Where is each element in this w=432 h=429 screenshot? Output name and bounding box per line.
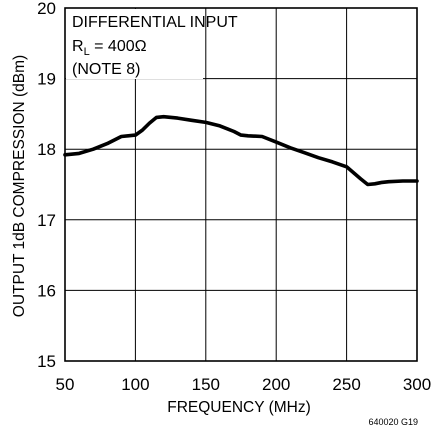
x-tick-labels: 50 100 150 200 250 300 [56,375,432,394]
y-tick-labels: 15 16 17 18 19 20 [37,0,56,371]
y-tick-label: 16 [37,281,56,300]
figure-id: 640020 G19 [368,417,418,427]
x-tick-label: 150 [192,375,220,394]
x-tick-label: 300 [403,375,431,394]
grid [65,8,417,361]
annotation-background [66,9,203,79]
annotation-line-3: (NOTE 8) [72,61,140,78]
x-tick-label: 200 [262,375,290,394]
y-tick-label: 15 [37,352,56,371]
y-tick-label: 19 [37,70,56,89]
annotation-line-1: DIFFERENTIAL INPUT [72,14,238,31]
x-axis-label: FREQUENCY (MHz) [167,399,311,416]
y-tick-label: 18 [37,140,56,159]
y-axis-label: OUTPUT 1dB COMPRESSION (dBm) [11,55,28,317]
y-tick-label: 20 [37,0,56,18]
annotation-load-resistance: RL = 400Ω [72,38,147,58]
x-tick-label: 250 [332,375,360,394]
plot-frame [64,7,418,362]
annotation-box: DIFFERENTIAL INPUT RL = 400Ω (NOTE 8) [66,9,238,79]
x-tick-label: 50 [56,375,75,394]
series-line [63,114,419,187]
x-tick-label: 100 [121,375,149,394]
y-tick-label: 17 [37,211,56,230]
